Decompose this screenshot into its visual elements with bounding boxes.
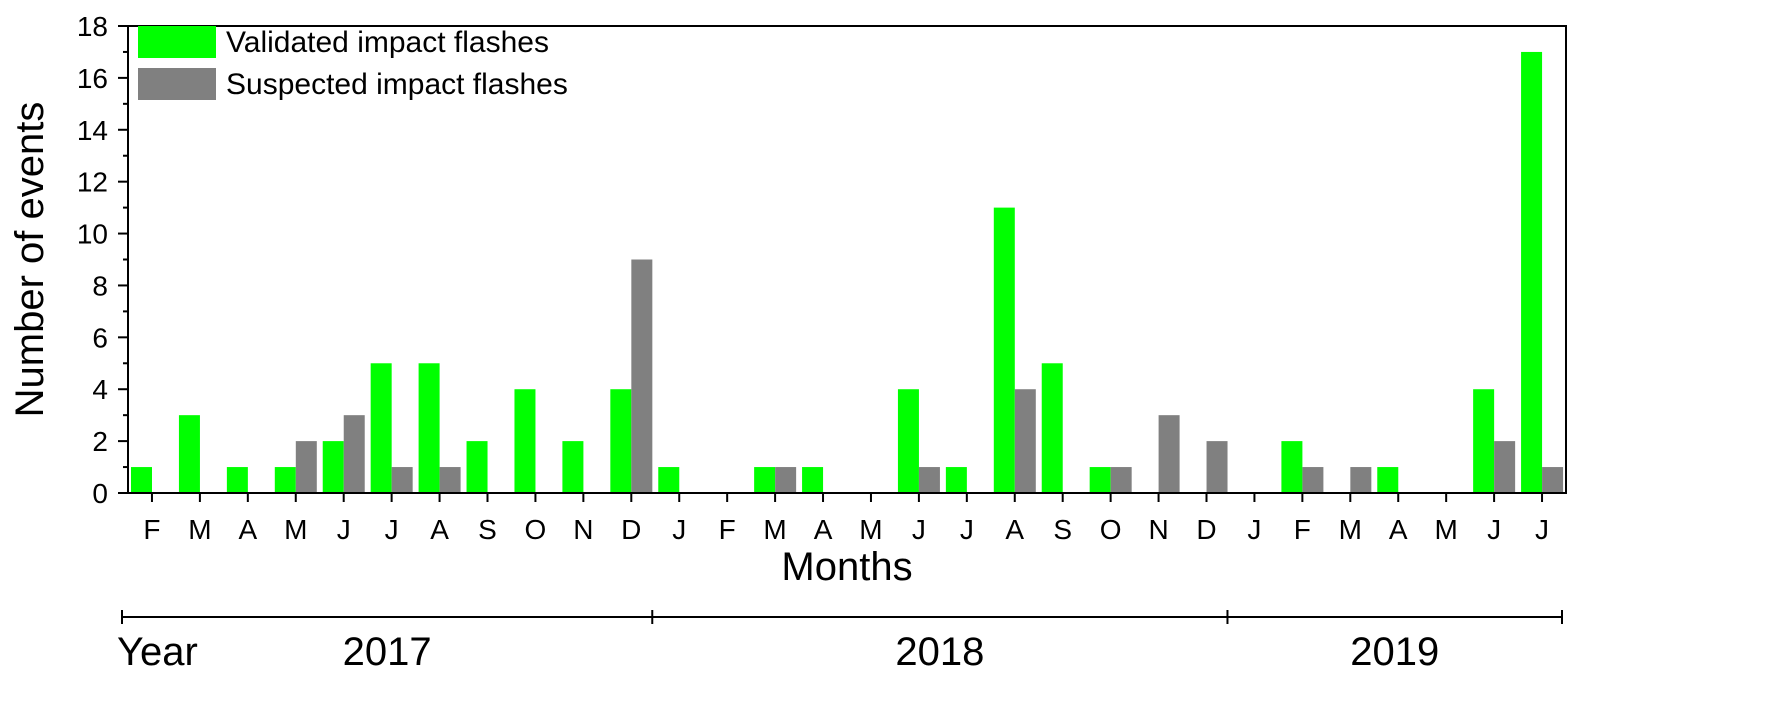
bar-suspected-5 [391, 467, 413, 493]
x-tick-label: O [525, 514, 547, 545]
y-tick-label: 2 [92, 426, 108, 457]
bar-suspected-28 [1494, 441, 1516, 493]
x-tick-label: M [763, 514, 786, 545]
y-axis-title: Number of events [8, 102, 52, 418]
x-tick-label: D [621, 514, 641, 545]
bar-suspected-22 [1206, 441, 1228, 493]
x-tick-label: J [1247, 514, 1261, 545]
x-tick-label: M [1435, 514, 1458, 545]
x-axis-title: Months [781, 545, 912, 589]
bar-suspected-4 [343, 415, 365, 493]
bar-validated-1 [178, 415, 200, 493]
bar-validated-20 [1089, 467, 1111, 493]
year-label-2018: 2018 [895, 630, 984, 674]
x-tick-label: A [1005, 514, 1024, 545]
bar-validated-13 [754, 467, 776, 493]
year-axis: 2017 2018 2019 [121, 610, 1563, 674]
bar-suspected-29 [1542, 467, 1564, 493]
x-tick-label: A [814, 514, 833, 545]
x-tick-label: J [672, 514, 686, 545]
y-tick-label: 8 [92, 270, 108, 301]
bar-validated-4 [322, 441, 344, 493]
bar-validated-11 [658, 467, 680, 493]
x-tick-label: J [1487, 514, 1501, 545]
y-tick-label: 0 [92, 478, 108, 509]
bar-suspected-10 [631, 259, 653, 493]
year-axis-label: Year [117, 630, 198, 674]
x-tick-label: D [1196, 514, 1216, 545]
x-tick-label: J [1535, 514, 1549, 545]
x-tick-label: J [960, 514, 974, 545]
bar-suspected-13 [775, 467, 797, 493]
bar-validated-3 [274, 467, 296, 493]
year-label-2017: 2017 [343, 630, 432, 674]
x-tick-label: N [573, 514, 593, 545]
bar-validated-8 [514, 389, 536, 493]
x-tick-label: M [188, 514, 211, 545]
bar-suspected-18 [1014, 389, 1036, 493]
y-tick-label: 16 [77, 63, 108, 94]
bar-suspected-24 [1302, 467, 1324, 493]
x-tick-label: J [912, 514, 926, 545]
bar-validated-17 [945, 467, 967, 493]
bar-validated-18 [993, 207, 1015, 493]
y-tick-label: 6 [92, 322, 108, 353]
bar-validated-9 [562, 441, 584, 493]
x-tick-label: S [478, 514, 497, 545]
bar-validated-26 [1377, 467, 1399, 493]
bar-validated-29 [1521, 51, 1543, 493]
bar-suspected-3 [295, 441, 317, 493]
legend-label-1: Suspected impact flashes [226, 68, 568, 101]
bar-validated-5 [370, 363, 392, 493]
x-tick-label: J [337, 514, 351, 545]
bar-suspected-25 [1350, 467, 1372, 493]
bar-validated-24 [1281, 441, 1303, 493]
y-tick-label: 12 [77, 167, 108, 198]
x-tick-label: M [284, 514, 307, 545]
x-tick-label: N [1148, 514, 1168, 545]
legend: Validated impact flashes Suspected impact… [138, 26, 568, 101]
bar-validated-19 [1041, 363, 1063, 493]
bar-validated-6 [418, 363, 440, 493]
legend-swatch-0 [138, 26, 216, 58]
bars [131, 51, 1564, 493]
x-tick-label: O [1100, 514, 1122, 545]
bar-validated-2 [226, 467, 248, 493]
legend-swatch-1 [138, 68, 216, 100]
x-tick-label: F [143, 514, 160, 545]
y-tick-label: 4 [92, 374, 108, 405]
bar-validated-28 [1473, 389, 1495, 493]
x-tick-label: F [719, 514, 736, 545]
x-tick-label: S [1053, 514, 1072, 545]
x-tick-label: A [1389, 514, 1408, 545]
x-tick-label: A [238, 514, 257, 545]
bar-suspected-16 [918, 467, 940, 493]
y-tick-label: 14 [77, 115, 108, 146]
bar-validated-14 [802, 467, 824, 493]
bar-validated-16 [897, 389, 919, 493]
bar-validated-0 [131, 467, 152, 493]
y-tick-label: 10 [77, 219, 108, 250]
bar-validated-10 [610, 389, 632, 493]
x-tick-label: J [385, 514, 399, 545]
x-tick-label: A [430, 514, 449, 545]
x-tick-label: M [1339, 514, 1362, 545]
plot-frame [127, 25, 1567, 494]
bar-validated-7 [466, 441, 488, 493]
x-tick-label: M [859, 514, 882, 545]
year-label-2019: 2019 [1350, 630, 1439, 674]
bar-suspected-6 [439, 467, 461, 493]
y-axis-ticks: 0 2 4 6 8 10 12 14 16 18 [77, 11, 128, 509]
bar-suspected-21 [1158, 415, 1180, 493]
bar-suspected-20 [1110, 467, 1132, 493]
legend-label-0: Validated impact flashes [226, 26, 549, 59]
x-tick-label: F [1294, 514, 1311, 545]
y-tick-label: 18 [77, 11, 108, 42]
